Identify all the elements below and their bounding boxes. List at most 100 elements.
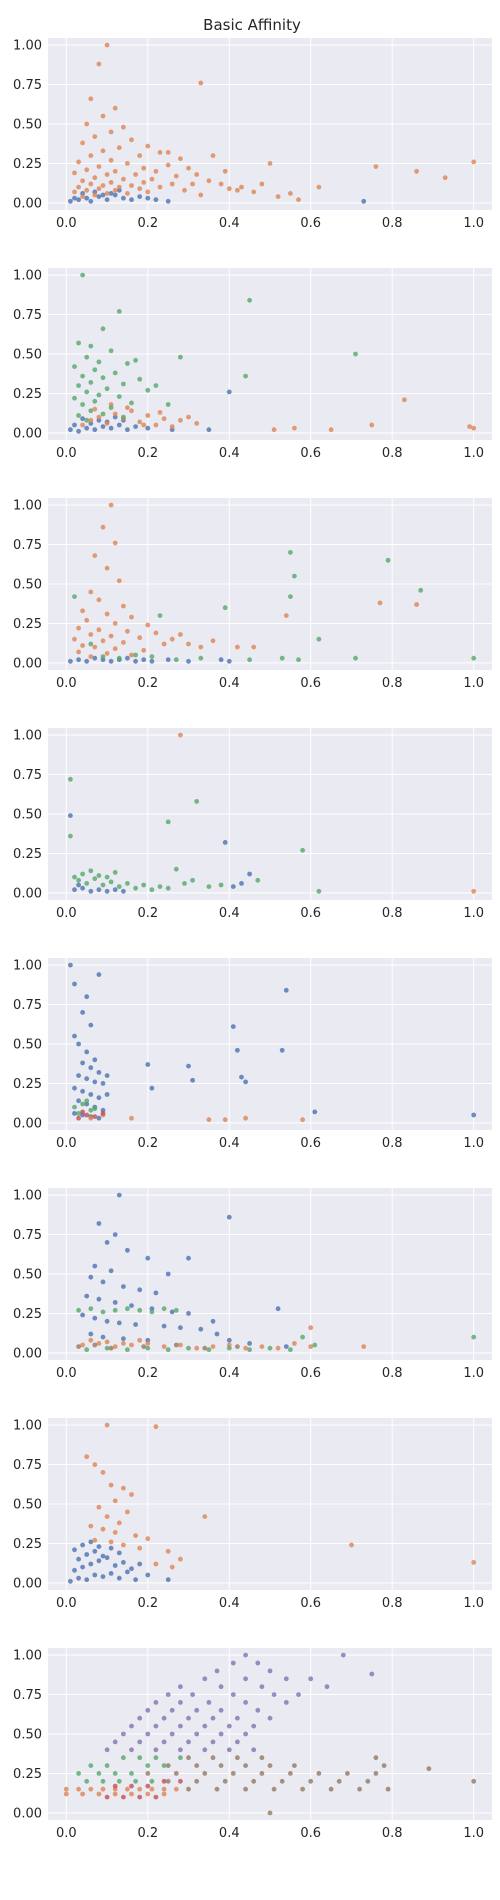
data-point	[161, 1778, 167, 1784]
data-point	[129, 1791, 134, 1797]
data-point	[214, 1786, 220, 1792]
data-point	[104, 1794, 110, 1800]
data-point	[104, 1422, 110, 1428]
data-point	[129, 614, 134, 620]
data-point	[210, 1739, 216, 1745]
data-point	[235, 1344, 240, 1349]
y-tick-label: 1.00	[13, 1419, 42, 1434]
data-point	[471, 1334, 477, 1340]
data-point	[72, 1567, 77, 1573]
data-point	[218, 882, 224, 888]
data-point	[125, 1569, 130, 1575]
x-tick-label: 0.2	[137, 1366, 158, 1381]
y-tick-label: 0.25	[13, 1077, 42, 1092]
data-point	[365, 1778, 371, 1784]
data-point	[125, 361, 130, 366]
data-point	[259, 1771, 265, 1776]
data-point	[76, 657, 81, 663]
data-point	[165, 1347, 171, 1353]
x-tick-label: 0.2	[137, 1596, 158, 1611]
data-point	[173, 657, 179, 663]
data-point	[96, 873, 102, 878]
data-point	[92, 655, 98, 661]
data-point	[149, 1786, 155, 1792]
data-point	[296, 197, 301, 203]
data-point	[112, 870, 118, 875]
x-tick-label: 0.4	[219, 1136, 240, 1151]
data-point	[96, 414, 102, 420]
data-point	[243, 373, 249, 379]
data-point	[235, 1739, 240, 1745]
data-point	[230, 1692, 236, 1697]
data-point	[133, 1577, 139, 1583]
data-point	[137, 1786, 143, 1792]
data-point	[80, 1791, 85, 1797]
data-point	[108, 348, 114, 354]
data-point	[96, 392, 102, 398]
data-point	[108, 180, 114, 185]
data-point	[255, 1660, 261, 1666]
y-tick-label: 1.00	[13, 269, 42, 284]
data-point	[275, 194, 281, 200]
data-point	[104, 1240, 110, 1245]
data-point	[96, 1791, 102, 1797]
data-point	[418, 587, 424, 593]
data-point	[206, 1700, 212, 1705]
data-point	[92, 1114, 98, 1119]
data-point	[235, 1047, 240, 1053]
x-tick-label: 0.0	[56, 216, 77, 231]
data-point	[92, 175, 98, 181]
data-point	[145, 1771, 151, 1776]
data-point	[288, 1347, 293, 1353]
data-point	[84, 354, 90, 360]
data-point	[145, 1731, 151, 1737]
data-point	[80, 1312, 85, 1318]
data-point	[292, 573, 297, 579]
data-point	[125, 1247, 130, 1253]
y-tick-label: 0.00	[13, 656, 42, 671]
data-point	[121, 1336, 126, 1342]
data-point	[100, 1309, 106, 1315]
data-point	[133, 1778, 139, 1784]
data-point	[112, 1563, 118, 1568]
data-point	[92, 553, 98, 558]
y-tick-label: 0.25	[13, 1537, 42, 1552]
data-point	[153, 168, 159, 174]
data-point	[112, 1783, 118, 1789]
data-point	[385, 557, 391, 563]
data-point	[222, 840, 228, 845]
data-point	[316, 184, 322, 190]
data-point	[288, 191, 293, 196]
x-tick-label: 1.0	[463, 1826, 484, 1841]
data-point	[104, 1318, 110, 1324]
data-point	[80, 402, 85, 407]
data-point	[92, 1315, 98, 1321]
data-point	[84, 425, 90, 431]
data-point	[137, 1715, 143, 1721]
data-point	[104, 1514, 110, 1519]
data-point	[161, 1715, 167, 1721]
data-point	[259, 1755, 265, 1761]
y-tick-label: 1.00	[13, 1649, 42, 1664]
y-tick-label: 0.00	[13, 1576, 42, 1591]
data-point	[165, 1577, 171, 1583]
data-point	[235, 1755, 240, 1761]
data-point	[88, 96, 94, 102]
data-point	[153, 1755, 159, 1761]
data-point	[222, 1778, 228, 1784]
data-point	[104, 191, 110, 196]
y-tick-label: 0.00	[13, 1116, 42, 1131]
data-point	[230, 884, 236, 889]
data-point	[108, 1345, 114, 1351]
data-point	[96, 1221, 102, 1226]
data-point	[161, 641, 167, 647]
data-point	[186, 1345, 191, 1351]
data-point	[137, 1561, 143, 1567]
data-point	[116, 1192, 122, 1198]
y-tick-label: 0.75	[13, 768, 42, 783]
data-point	[218, 1707, 224, 1713]
data-point	[72, 594, 77, 599]
data-point	[328, 1786, 334, 1792]
data-point	[194, 172, 200, 177]
data-point	[243, 1115, 249, 1121]
